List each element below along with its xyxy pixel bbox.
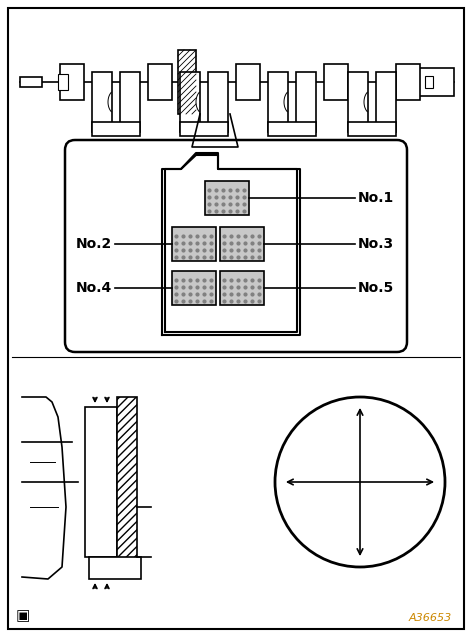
FancyBboxPatch shape <box>348 122 396 136</box>
FancyBboxPatch shape <box>268 122 316 136</box>
Text: A36653: A36653 <box>409 613 452 623</box>
Circle shape <box>275 397 445 567</box>
FancyBboxPatch shape <box>60 64 84 100</box>
Text: No.1: No.1 <box>358 191 394 205</box>
FancyBboxPatch shape <box>148 64 172 100</box>
Polygon shape <box>22 397 66 579</box>
Text: No.5: No.5 <box>358 281 394 295</box>
FancyBboxPatch shape <box>8 8 464 629</box>
FancyBboxPatch shape <box>85 407 117 557</box>
Text: No.4: No.4 <box>76 281 112 295</box>
Text: No.2: No.2 <box>76 237 112 251</box>
FancyBboxPatch shape <box>178 50 196 114</box>
FancyBboxPatch shape <box>296 72 316 132</box>
FancyBboxPatch shape <box>172 227 216 261</box>
FancyBboxPatch shape <box>220 271 264 305</box>
FancyBboxPatch shape <box>58 74 68 90</box>
FancyBboxPatch shape <box>205 181 249 215</box>
FancyBboxPatch shape <box>65 140 407 352</box>
Polygon shape <box>162 155 300 335</box>
Text: No.3: No.3 <box>358 237 394 251</box>
Polygon shape <box>165 153 297 332</box>
FancyBboxPatch shape <box>180 72 200 132</box>
FancyBboxPatch shape <box>418 68 454 96</box>
FancyBboxPatch shape <box>376 72 396 132</box>
FancyBboxPatch shape <box>396 64 420 100</box>
FancyBboxPatch shape <box>172 271 216 305</box>
FancyBboxPatch shape <box>236 64 260 100</box>
FancyBboxPatch shape <box>20 77 42 87</box>
FancyBboxPatch shape <box>324 64 348 100</box>
FancyBboxPatch shape <box>348 72 368 132</box>
FancyBboxPatch shape <box>120 72 140 132</box>
FancyBboxPatch shape <box>425 76 433 88</box>
FancyBboxPatch shape <box>117 397 137 567</box>
FancyBboxPatch shape <box>89 557 141 579</box>
FancyBboxPatch shape <box>92 72 112 132</box>
FancyBboxPatch shape <box>268 72 288 132</box>
FancyBboxPatch shape <box>92 122 140 136</box>
FancyBboxPatch shape <box>220 227 264 261</box>
FancyBboxPatch shape <box>180 122 228 136</box>
FancyBboxPatch shape <box>208 72 228 132</box>
Text: ▣: ▣ <box>16 608 30 623</box>
